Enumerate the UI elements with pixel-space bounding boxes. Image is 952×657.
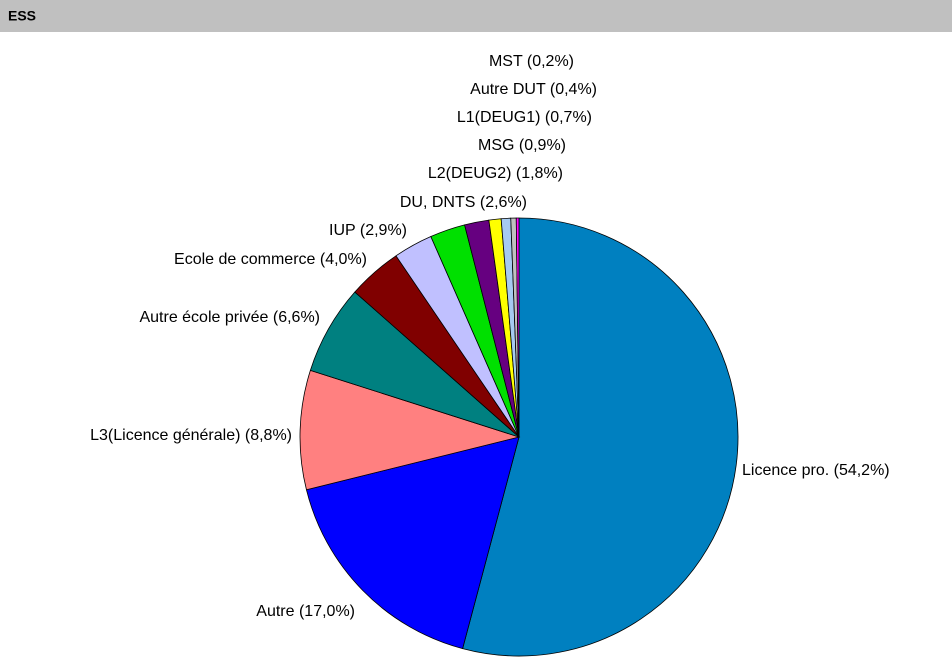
slice-label: Autre école privée (6,6%)	[139, 309, 320, 326]
slice-label: Ecole de commerce (4,0%)	[174, 251, 367, 268]
slice-label: Licence pro. (54,2%)	[742, 462, 890, 479]
slice-label: Autre (17,0%)	[256, 603, 355, 620]
pie-slice	[299, 369, 521, 491]
slice-label: L1(DEUG1) (0,7%)	[457, 109, 592, 126]
pie-slice	[462, 217, 739, 657]
pie-slice	[515, 217, 520, 438]
slice-label: Autre DUT (0,4%)	[470, 81, 597, 98]
slice-label: MSG (0,9%)	[478, 137, 566, 154]
header-bar	[0, 0, 952, 32]
slice-label: L2(DEUG2) (1,8%)	[428, 165, 563, 182]
slice-label: L3(Licence générale) (8,8%)	[90, 427, 292, 444]
chart-title: ESS	[8, 8, 36, 24]
slice-label: MST (0,2%)	[489, 53, 574, 70]
slice-label: IUP (2,9%)	[329, 222, 407, 239]
pie-slice	[305, 436, 520, 650]
slice-label: DU, DNTS (2,6%)	[400, 194, 527, 211]
